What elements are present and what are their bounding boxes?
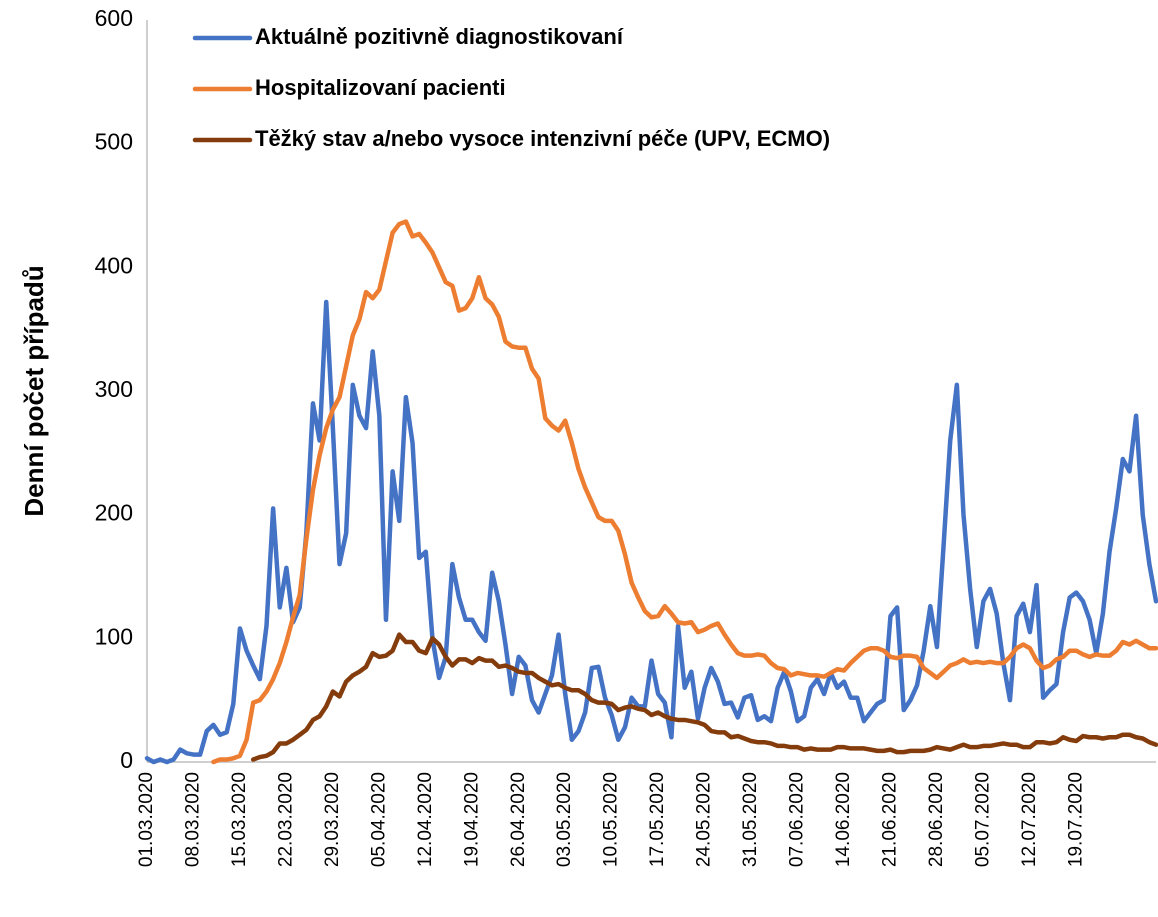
x-tick-label: 24.05.2020 [694, 772, 715, 867]
y-tick-label: 200 [95, 500, 133, 526]
series-line [144, 299, 1158, 765]
y-tick-label: 0 [120, 747, 133, 773]
series-line [211, 219, 1158, 765]
x-tick-label: 17.05.2020 [647, 772, 668, 867]
y-tick-label: 400 [95, 252, 133, 278]
y-tick-label: 500 [95, 129, 133, 155]
x-tick-label: 07.06.2020 [787, 772, 808, 867]
x-tick-label: 31.05.2020 [740, 772, 761, 867]
legend-label: Aktuálně pozitivně diagnostikovaní [255, 24, 624, 49]
x-tick-label: 03.05.2020 [554, 772, 575, 867]
legend-label: Hospitalizovaní pacienti [255, 75, 506, 100]
x-tick-label: 01.03.2020 [136, 772, 157, 867]
x-tick-label: 10.05.2020 [601, 772, 622, 867]
x-tick-label: 14.06.2020 [833, 772, 854, 867]
legend-label: Těžký stav a/nebo vysoce intenzivní péče… [255, 126, 830, 151]
x-tick-label: 05.04.2020 [368, 772, 389, 867]
x-tick-label: 21.06.2020 [879, 772, 900, 867]
x-tick-label: 05.07.2020 [972, 772, 993, 867]
x-tick-label: 26.04.2020 [508, 772, 529, 867]
x-tick-label: 08.03.2020 [182, 772, 203, 867]
series-line [250, 632, 1158, 762]
y-tick-label: 600 [95, 5, 133, 31]
x-tick-label: 19.07.2020 [1065, 772, 1086, 867]
y-tick-label: 100 [95, 623, 133, 649]
x-tick-label: 12.07.2020 [1019, 772, 1040, 867]
x-tick-label: 15.03.2020 [229, 772, 250, 867]
x-tick-label: 28.06.2020 [926, 772, 947, 867]
y-tick-label: 300 [95, 376, 133, 402]
y-axis-title: Denní počet případů [19, 265, 49, 516]
x-tick-label: 12.04.2020 [415, 772, 436, 867]
x-tick-label: 29.03.2020 [322, 772, 343, 867]
x-tick-label: 22.03.2020 [275, 772, 296, 867]
x-tick-label: 19.04.2020 [461, 772, 482, 867]
